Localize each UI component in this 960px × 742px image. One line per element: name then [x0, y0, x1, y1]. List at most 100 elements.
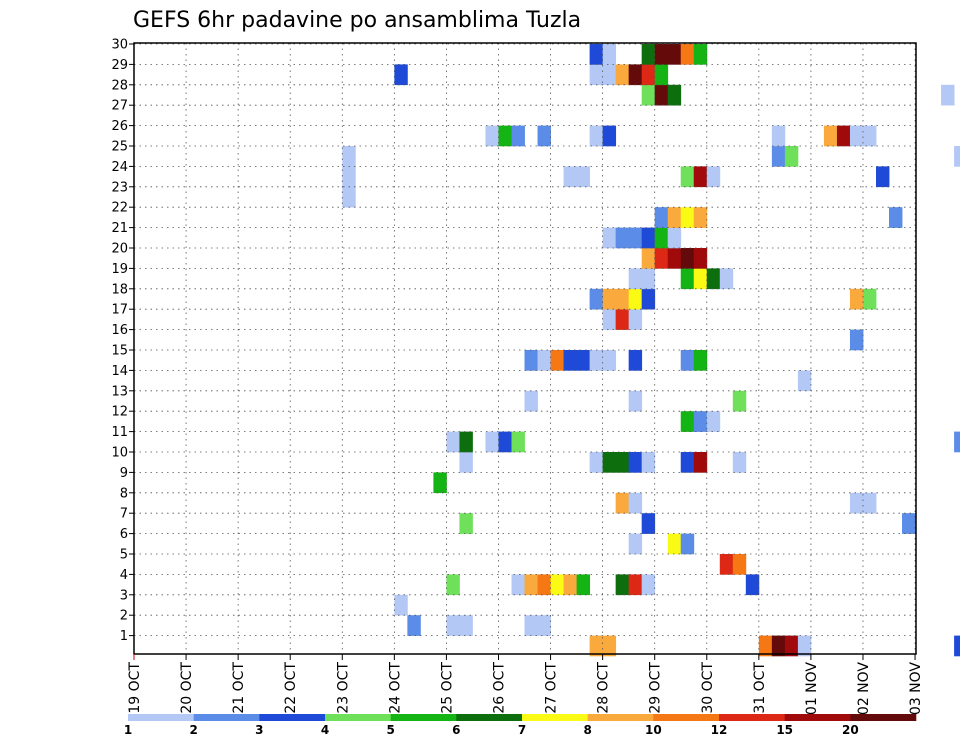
cell-member-1-step-50 — [784, 635, 799, 657]
cell-member-29-step-20 — [394, 64, 408, 86]
cell-member-28-step-62 — [941, 84, 955, 106]
cell-member-1-step-35 — [589, 635, 604, 657]
cell-member-12-step-42 — [680, 411, 695, 432]
cell-member-30-step-40 — [654, 44, 669, 65]
cell-member-20-step-41 — [667, 248, 682, 269]
ytick-label-10: 10 — [111, 446, 128, 461]
cell-member-21-step-38 — [628, 227, 643, 249]
cell-member-11-step-28 — [498, 431, 512, 453]
cell-member-26-step-28 — [498, 125, 512, 147]
cell-member-29-step-37 — [615, 64, 630, 86]
cell-member-19-step-43 — [693, 268, 708, 290]
legend-swatch-7 — [587, 714, 654, 721]
cell-member-8-step-56 — [862, 492, 877, 514]
legend-label-11: 20 — [842, 723, 859, 737]
cell-member-13-step-38 — [628, 390, 643, 412]
ytick-label-5: 5 — [120, 548, 128, 563]
cell-member-12-step-43 — [693, 411, 708, 432]
ytick-label-1: 1 — [120, 629, 128, 644]
ytick-label-11: 11 — [111, 425, 128, 440]
cell-member-29-step-40 — [654, 64, 669, 86]
cell-member-20-step-40 — [654, 248, 669, 269]
cell-member-30-step-35 — [589, 44, 604, 65]
cell-member-11-step-29 — [511, 431, 525, 453]
cell-member-25-step-16 — [342, 146, 356, 167]
legend-swatch-10 — [784, 714, 851, 721]
cell-member-4-step-24 — [446, 574, 460, 596]
cell-member-2-step-31 — [537, 615, 551, 636]
cell-member-1-step-49 — [771, 635, 786, 657]
xtick-label-8: 27 OCT — [544, 662, 560, 714]
cell-member-24-step-43 — [693, 166, 708, 188]
cell-member-9-step-23 — [433, 472, 447, 494]
cell-member-22-step-41 — [667, 207, 682, 228]
legend-swatch-3 — [325, 714, 391, 721]
cell-member-11-step-27 — [485, 431, 499, 453]
cell-member-6-step-38 — [628, 533, 643, 555]
xtick-label-7: 26 OCT — [491, 662, 507, 714]
xtick-label-2: 21 OCT — [231, 662, 247, 714]
cell-member-26-step-29 — [511, 125, 525, 147]
xtick-label-13: 01 NOV — [804, 662, 820, 716]
cell-member-24-step-44 — [706, 166, 721, 188]
ytick-label-9: 9 — [120, 466, 128, 481]
xtick-label-0: 19 OCT — [127, 662, 143, 714]
cell-member-18-step-37 — [615, 288, 630, 310]
cell-member-2-step-30 — [524, 615, 538, 636]
xtick-label-11: 30 OCT — [700, 662, 716, 714]
cell-member-4-step-29 — [511, 574, 525, 596]
cell-member-7-step-25 — [459, 513, 473, 534]
ytick-label-20: 20 — [111, 242, 128, 257]
legend-label-8: 10 — [645, 723, 662, 737]
cell-member-26-step-49 — [771, 125, 786, 147]
cell-member-21-step-36 — [602, 227, 617, 249]
cell-member-4-step-37 — [615, 574, 630, 596]
cell-member-15-step-33 — [563, 350, 577, 371]
xtick-label-9: 28 OCT — [596, 662, 612, 714]
cell-member-4-step-39 — [641, 574, 656, 596]
cell-member-22-step-43 — [693, 207, 708, 228]
cell-member-4-step-30 — [524, 574, 538, 596]
ytick-label-24: 24 — [111, 160, 128, 175]
cell-member-12-step-44 — [706, 411, 721, 432]
ytick-label-18: 18 — [111, 282, 128, 297]
legend-swatch-1 — [193, 714, 260, 721]
cell-member-20-step-39 — [641, 248, 656, 269]
cell-member-6-step-42 — [680, 533, 695, 555]
cell-member-15-step-30 — [524, 350, 538, 371]
cell-member-22-step-40 — [654, 207, 669, 228]
legend-swatch-2 — [259, 714, 326, 721]
ytick-label-26: 26 — [111, 119, 128, 134]
ytick-label-4: 4 — [120, 568, 128, 583]
cell-member-15-step-35 — [589, 350, 604, 371]
legend-label-0: 1 — [124, 723, 132, 737]
x-axis: 19 OCT 20 OCT 21 OCT 22 OCT 23 OCT 24 OCT 25 O… — [127, 654, 924, 715]
cell-member-20-step-42 — [680, 248, 695, 269]
cell-member-18-step-35 — [589, 288, 604, 310]
legend-swatch-8 — [653, 714, 720, 721]
ytick-label-30: 30 — [111, 38, 128, 53]
cell-member-10-step-35 — [589, 452, 604, 473]
cell-member-21-step-41 — [667, 227, 682, 249]
cell-member-4-step-34 — [576, 574, 591, 596]
cell-member-28-step-39 — [641, 84, 656, 106]
xtick-label-6: 25 OCT — [439, 662, 455, 714]
ytick-label-28: 28 — [111, 78, 128, 93]
cell-member-26-step-35 — [589, 125, 604, 147]
cell-member-17-step-36 — [602, 309, 617, 330]
cell-member-26-step-31 — [537, 125, 551, 147]
cell-member-26-step-55 — [849, 125, 864, 147]
cell-member-10-step-38 — [628, 452, 643, 473]
cell-member-17-step-37 — [615, 309, 630, 330]
cell-member-22-step-42 — [680, 207, 695, 228]
cell-member-4-step-32 — [550, 574, 564, 596]
cell-member-10-step-39 — [641, 452, 656, 473]
cell-member-1-step-48 — [758, 635, 773, 657]
cell-member-19-step-42 — [680, 268, 695, 290]
cell-member-4-step-33 — [563, 574, 577, 596]
cell-member-26-step-56 — [862, 125, 877, 147]
ytick-label-7: 7 — [120, 507, 128, 522]
cell-member-6-step-41 — [667, 533, 682, 555]
cell-member-23-step-16 — [342, 186, 356, 208]
cell-member-15-step-43 — [693, 350, 708, 371]
